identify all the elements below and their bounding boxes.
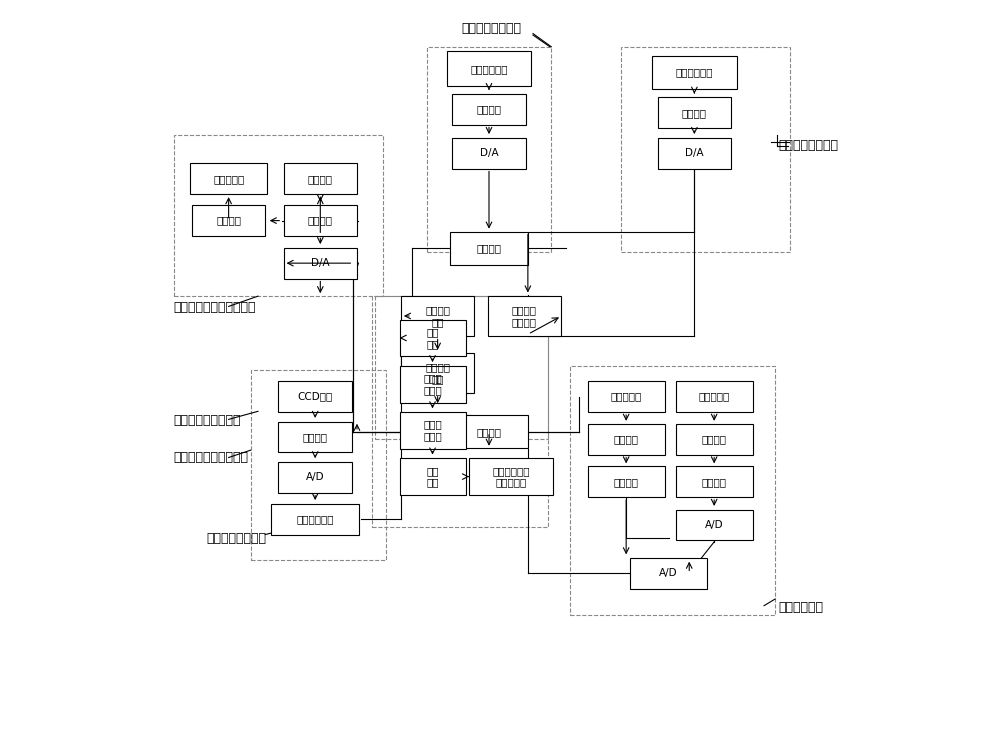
Text: 安全检测模块: 安全检测模块 bbox=[779, 602, 824, 614]
Text: 中端数据处理模块: 中端数据处理模块 bbox=[207, 531, 267, 545]
Text: 放大电路: 放大电路 bbox=[702, 435, 727, 444]
FancyBboxPatch shape bbox=[652, 56, 737, 89]
Text: 图像数据存储: 图像数据存储 bbox=[296, 514, 334, 524]
Text: 模拟开关: 模拟开关 bbox=[476, 104, 501, 114]
FancyBboxPatch shape bbox=[588, 381, 665, 412]
Text: 振镜双向系统: 振镜双向系统 bbox=[676, 67, 713, 78]
Text: A/D: A/D bbox=[659, 568, 678, 579]
FancyBboxPatch shape bbox=[452, 137, 526, 168]
FancyBboxPatch shape bbox=[278, 381, 352, 412]
FancyBboxPatch shape bbox=[658, 98, 731, 128]
Text: 模拟开关: 模拟开关 bbox=[216, 216, 241, 225]
Text: 层析
重建: 层析 重建 bbox=[426, 466, 439, 488]
Text: 低相干激光器: 低相干激光器 bbox=[470, 64, 508, 74]
FancyBboxPatch shape bbox=[588, 466, 665, 497]
FancyBboxPatch shape bbox=[278, 462, 352, 493]
FancyBboxPatch shape bbox=[400, 412, 466, 449]
Text: 模拟开关: 模拟开关 bbox=[702, 477, 727, 487]
FancyBboxPatch shape bbox=[284, 248, 357, 279]
Text: D/A: D/A bbox=[480, 148, 498, 158]
Text: A/D: A/D bbox=[306, 472, 324, 483]
Text: 步进电机: 步进电机 bbox=[308, 174, 333, 184]
FancyBboxPatch shape bbox=[447, 51, 531, 86]
Text: 色散补
偿处理: 色散补 偿处理 bbox=[423, 373, 442, 395]
Text: 压力传感器: 压力传感器 bbox=[611, 392, 642, 401]
Text: A/D: A/D bbox=[705, 520, 723, 530]
Text: 显示与机械控制终端: 显示与机械控制终端 bbox=[174, 415, 241, 427]
Text: D/A: D/A bbox=[685, 148, 704, 158]
FancyBboxPatch shape bbox=[676, 423, 753, 454]
Text: 机械触发: 机械触发 bbox=[476, 243, 501, 253]
Text: 光电传感器: 光电传感器 bbox=[699, 392, 730, 401]
FancyBboxPatch shape bbox=[488, 296, 561, 336]
Text: 激光属性
设置: 激光属性 设置 bbox=[425, 305, 450, 327]
FancyBboxPatch shape bbox=[401, 353, 474, 393]
FancyBboxPatch shape bbox=[450, 232, 528, 265]
FancyBboxPatch shape bbox=[676, 381, 753, 412]
FancyBboxPatch shape bbox=[271, 504, 359, 534]
Text: 放大电路: 放大电路 bbox=[614, 435, 639, 444]
Text: 模拟开关: 模拟开关 bbox=[614, 477, 639, 487]
FancyBboxPatch shape bbox=[676, 510, 753, 540]
FancyBboxPatch shape bbox=[452, 94, 526, 125]
FancyBboxPatch shape bbox=[469, 458, 553, 495]
Text: 模拟开关: 模拟开关 bbox=[682, 108, 707, 118]
FancyBboxPatch shape bbox=[658, 137, 731, 168]
FancyBboxPatch shape bbox=[588, 423, 665, 454]
FancyBboxPatch shape bbox=[400, 320, 466, 356]
Text: 电机运动
控制: 电机运动 控制 bbox=[425, 362, 450, 384]
FancyBboxPatch shape bbox=[284, 205, 357, 236]
FancyBboxPatch shape bbox=[400, 366, 466, 403]
FancyBboxPatch shape bbox=[192, 205, 265, 236]
Text: 背景
处理: 背景 处理 bbox=[426, 327, 439, 349]
Text: 模拟开关: 模拟开关 bbox=[303, 432, 328, 442]
FancyBboxPatch shape bbox=[190, 163, 267, 194]
FancyBboxPatch shape bbox=[676, 466, 753, 497]
Text: 显示面板: 显示面板 bbox=[476, 427, 501, 437]
FancyBboxPatch shape bbox=[630, 558, 707, 589]
Text: 振镜运动控制模块: 振镜运动控制模块 bbox=[779, 139, 839, 152]
Text: 光源触发控制模块: 光源触发控制模块 bbox=[461, 22, 521, 35]
FancyBboxPatch shape bbox=[450, 415, 528, 449]
Text: 判定压平状态
及压平位置: 判定压平状态 及压平位置 bbox=[492, 466, 530, 488]
FancyBboxPatch shape bbox=[284, 163, 357, 194]
Text: 振镜运动
轨迹控制: 振镜运动 轨迹控制 bbox=[512, 305, 537, 327]
FancyBboxPatch shape bbox=[278, 421, 352, 452]
FancyBboxPatch shape bbox=[401, 296, 474, 336]
Text: 气体发生及净化控制模块: 气体发生及净化控制模块 bbox=[174, 301, 256, 313]
Text: 相机采集保存控制模块: 相机采集保存控制模块 bbox=[174, 451, 249, 464]
Text: 模拟开关: 模拟开关 bbox=[308, 216, 333, 225]
Text: CCD相机: CCD相机 bbox=[298, 392, 333, 401]
Text: 空气净化器: 空气净化器 bbox=[213, 174, 244, 184]
Text: D/A: D/A bbox=[311, 258, 330, 268]
FancyBboxPatch shape bbox=[400, 458, 466, 495]
Text: 波矢插
值重建: 波矢插 值重建 bbox=[423, 420, 442, 441]
